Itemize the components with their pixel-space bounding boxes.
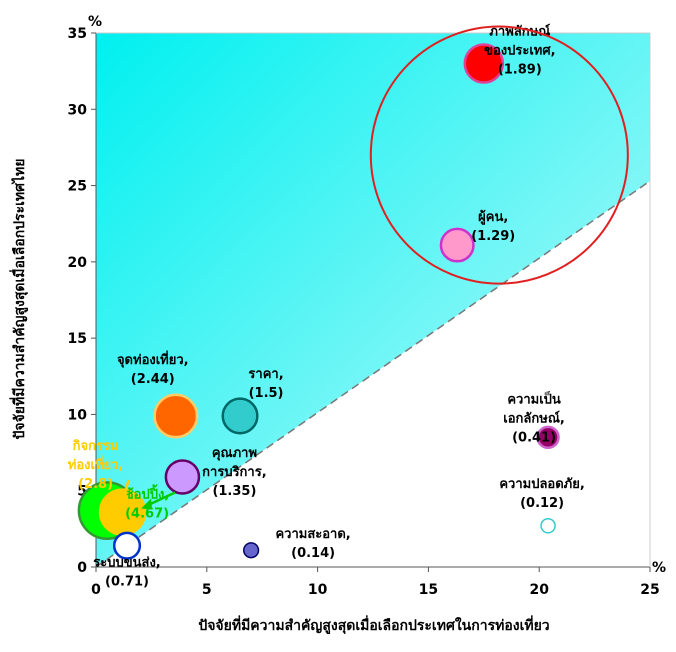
- pointer-arrowhead: [141, 498, 153, 510]
- bubble-label: ความสะอาด,: [275, 527, 350, 542]
- bubble-label: (2.8): [78, 477, 113, 492]
- bubble-label: การบริการ,: [202, 465, 266, 480]
- x-tick-label: 25: [640, 582, 659, 598]
- bubble-label: (1.5): [249, 386, 284, 401]
- bubble-label: ท่องเที่ยว,: [68, 455, 124, 473]
- bubble-label: ของประเทศ,: [484, 44, 555, 59]
- y-tick-label: 15: [68, 331, 87, 347]
- bubble-label: (0.12): [520, 496, 564, 511]
- bubble-point: [153, 393, 199, 439]
- bubble-label: (1.35): [212, 484, 256, 499]
- x-unit-label: %: [652, 560, 666, 576]
- y-tick-label: 5: [77, 484, 87, 500]
- y-tick-label: 10: [68, 407, 88, 423]
- bubble-label: (0.14): [291, 546, 335, 561]
- y-tick-label: 35: [68, 26, 87, 42]
- highlight-circle: [369, 25, 629, 285]
- bubble-label: (4.67): [125, 507, 169, 522]
- bubble-label: กิจกรรม: [73, 439, 119, 454]
- bubble-point: [439, 227, 475, 263]
- bubble-label: (0.71): [105, 575, 149, 590]
- bubble-point: [164, 459, 201, 495]
- bubble-point: [536, 425, 560, 450]
- y-tick-label: 0: [77, 560, 87, 576]
- y-axis-title: ปัจจัยที่มีความสำคัญสูงสุดเมื่อเลือกประเ…: [9, 159, 28, 440]
- pointer-arrow: [146, 491, 176, 507]
- bubble-point: [463, 43, 505, 84]
- y-unit-label: %: [88, 14, 102, 30]
- bubble-label: ความเป็น: [507, 389, 561, 407]
- x-tick-label: 15: [419, 582, 438, 598]
- bubble-label: ช้อปปิ้ง,: [125, 484, 169, 503]
- y-tick-label: 30: [68, 102, 88, 118]
- pointer-arrowhead: [118, 490, 129, 501]
- bubble-label: (0.41): [512, 430, 556, 445]
- bubble-label: ความปลอดภัย,: [499, 477, 584, 492]
- reference-line: [95, 180, 651, 568]
- bubble-point: [221, 397, 259, 435]
- bubble-label: (1.29): [471, 229, 515, 244]
- bubble-label: เอกลักษณ์,: [503, 410, 565, 426]
- bubble-label: คุณภาพ: [212, 446, 257, 461]
- bubble-label: (1.89): [498, 63, 542, 78]
- bubble-label: (2.44): [131, 372, 175, 387]
- bubble-label: จุดท่องเที่ยว,: [117, 350, 189, 368]
- bubble-label: ระบบขนส่ง,: [93, 556, 160, 571]
- x-tick-label: 20: [529, 582, 549, 598]
- bubble-label: ราคา,: [248, 367, 283, 382]
- bubble-point: [540, 518, 556, 534]
- y-tick-label: 25: [68, 179, 87, 195]
- x-tick-label: 10: [308, 582, 328, 598]
- y-tick-label: 20: [68, 255, 88, 271]
- x-tick-label: 5: [202, 582, 212, 598]
- x-axis-title: ปัจจัยที่มีความสำคัญสูงสุดเมื่อเลือกประเ…: [198, 615, 549, 634]
- bubble-point: [243, 542, 260, 559]
- bubble-label: ผู้คน,: [478, 209, 508, 225]
- x-tick-label: 0: [91, 582, 101, 598]
- bubble-point: [112, 531, 142, 560]
